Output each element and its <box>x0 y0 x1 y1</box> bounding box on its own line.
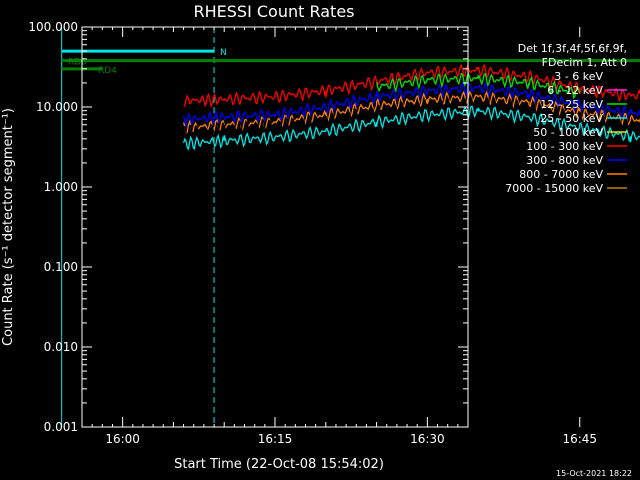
legend-label-6: 300 - 800 keV <box>526 154 603 167</box>
y-tick-label-4: 10.000 <box>36 100 78 114</box>
x-axis-label: Start Time (22-Oct-08 15:54:02) <box>174 457 384 472</box>
legend-label-3: 25 - 50 keV <box>540 112 603 125</box>
series-line-1 <box>375 72 581 100</box>
axes: 0.001 0.010 0.100 1.000 10.000 100.000 16:00 16… <box>28 20 597 446</box>
series-line-5 <box>182 105 640 151</box>
y-tick-label-5: 100.000 <box>28 20 78 34</box>
footer-timestamp: 15-Oct-2021 18:22 <box>556 469 632 478</box>
y-tick-label-0: 0.001 <box>44 420 78 434</box>
legend: Det 1f,3f,4f,5f,6f,9f,FDecim 1, Att 03 -… <box>505 42 627 195</box>
legend-label-7: 800 - 7000 keV <box>519 168 603 181</box>
flag-label-0: N <box>220 48 227 58</box>
x-tick-label-0: 16:00 <box>105 432 140 446</box>
legend-label-4: 50 - 100 keV <box>533 126 603 139</box>
series-line-2 <box>182 81 640 129</box>
legend-label-0: 3 - 6 keV <box>554 70 603 83</box>
legend-label-8: 7000 - 15000 keV <box>505 182 603 195</box>
y-axis-label: Count Rate (s⁻¹ detector segment⁻¹) <box>1 108 16 346</box>
x-tick-label-3: 16:45 <box>562 432 597 446</box>
legend-header-1: FDecim 1, Att 0 <box>542 56 627 69</box>
flag-label-3: RD4 <box>98 66 117 76</box>
legend-label-1: 6 - 12 keV <box>547 84 603 97</box>
series-line-3 <box>182 90 640 135</box>
flag-label-2: RD0 <box>68 58 87 68</box>
x-tick-label-2: 16:30 <box>410 432 445 446</box>
series-line-4 <box>183 95 640 140</box>
x-tick-label-1: 16:15 <box>258 432 293 446</box>
chart-title: RHESSI Count Rates <box>194 2 355 21</box>
y-tick-label-3: 1.000 <box>44 180 78 194</box>
legend-label-2: 12 - 25 keV <box>540 98 603 111</box>
y-tick-label-2: 0.100 <box>44 260 78 274</box>
legend-header-0: Det 1f,3f,4f,5f,6f,9f, <box>518 42 627 55</box>
plot-area: NSRD0RD4 <box>61 27 640 427</box>
legend-label-5: 100 - 300 keV <box>526 140 603 153</box>
y-tick-label-1: 0.010 <box>44 340 78 354</box>
series-line-0 <box>183 63 640 109</box>
